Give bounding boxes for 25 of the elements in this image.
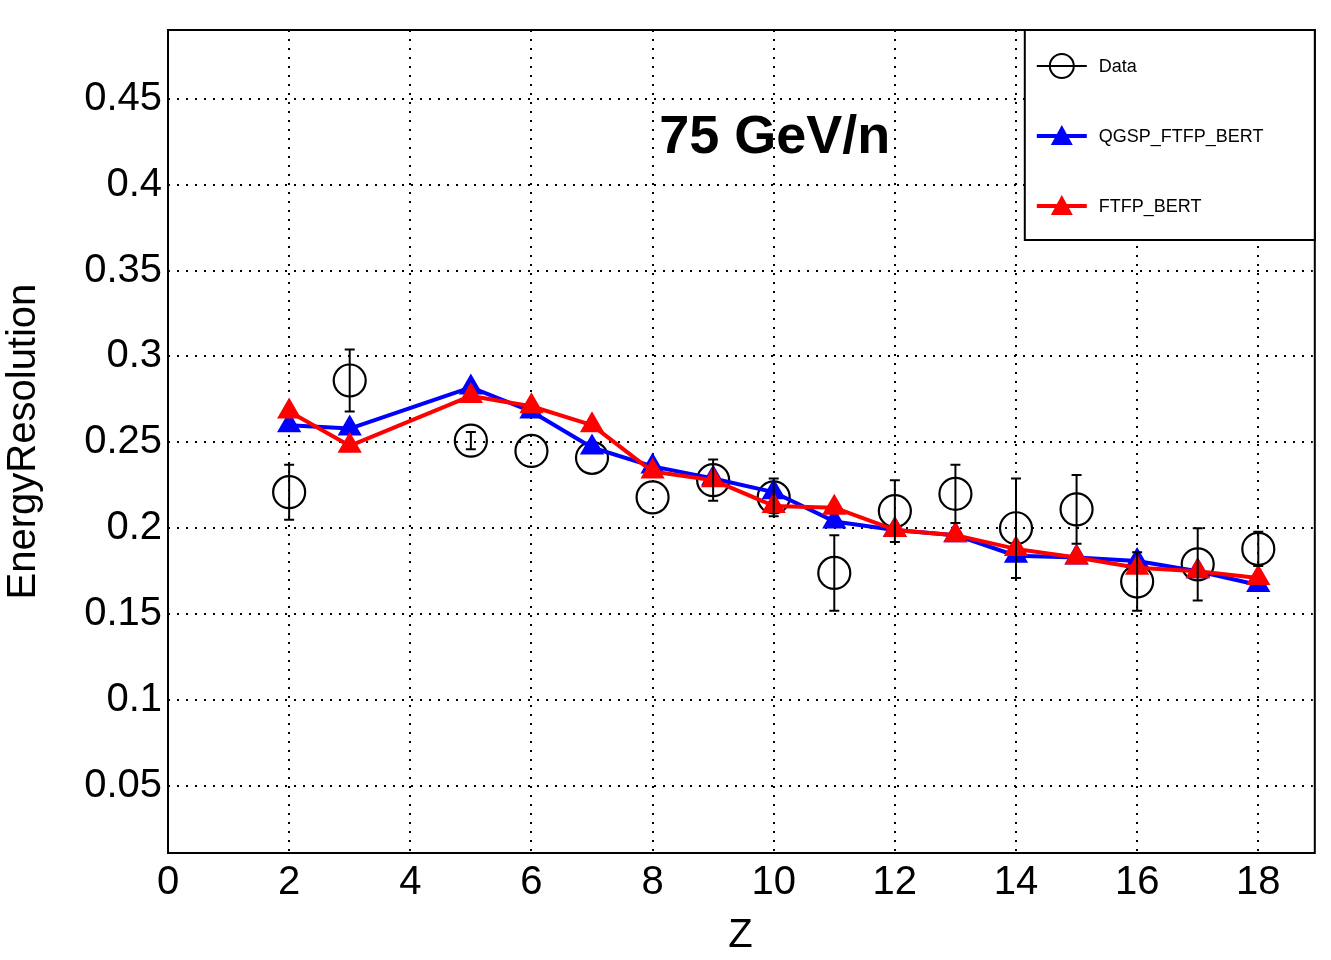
x-tick-label: 4 xyxy=(399,858,422,903)
text: 75 GeV/n xyxy=(659,103,891,164)
x-tick-label: 16 xyxy=(1114,858,1160,903)
legend-label: Data xyxy=(1098,55,1138,76)
x-tick-label: 18 xyxy=(1236,858,1281,903)
y-tick-label: 0.35 xyxy=(84,245,162,290)
y-tick-label: 0.2 xyxy=(106,503,162,548)
y-tick-label: 0.3 xyxy=(106,331,162,376)
x-tick-label: 6 xyxy=(520,858,543,903)
y-tick-label: 0.25 xyxy=(84,417,162,462)
y-axis-title: EnergyResolution xyxy=(0,283,44,600)
x-tick-label: 8 xyxy=(641,858,664,903)
x-axis-title: Z xyxy=(728,911,753,956)
x-tick-label: 2 xyxy=(278,858,301,903)
x-tick-label: 12 xyxy=(872,858,918,903)
x-tick-label: 0 xyxy=(156,858,180,903)
y-tick-label: 0.15 xyxy=(84,589,162,634)
y-tick-label: 0.45 xyxy=(84,73,162,118)
legend-label: QGSP_FTFP_BERT xyxy=(1098,125,1264,147)
legend-label: FTFP_BERT xyxy=(1098,195,1202,217)
x-tick-label: 10 xyxy=(751,858,796,903)
y-tick-label: 0.1 xyxy=(106,675,162,720)
y-tick-label: 0.05 xyxy=(84,761,162,806)
x-tick-label: 14 xyxy=(993,858,1039,903)
y-tick-label: 0.4 xyxy=(106,159,162,204)
